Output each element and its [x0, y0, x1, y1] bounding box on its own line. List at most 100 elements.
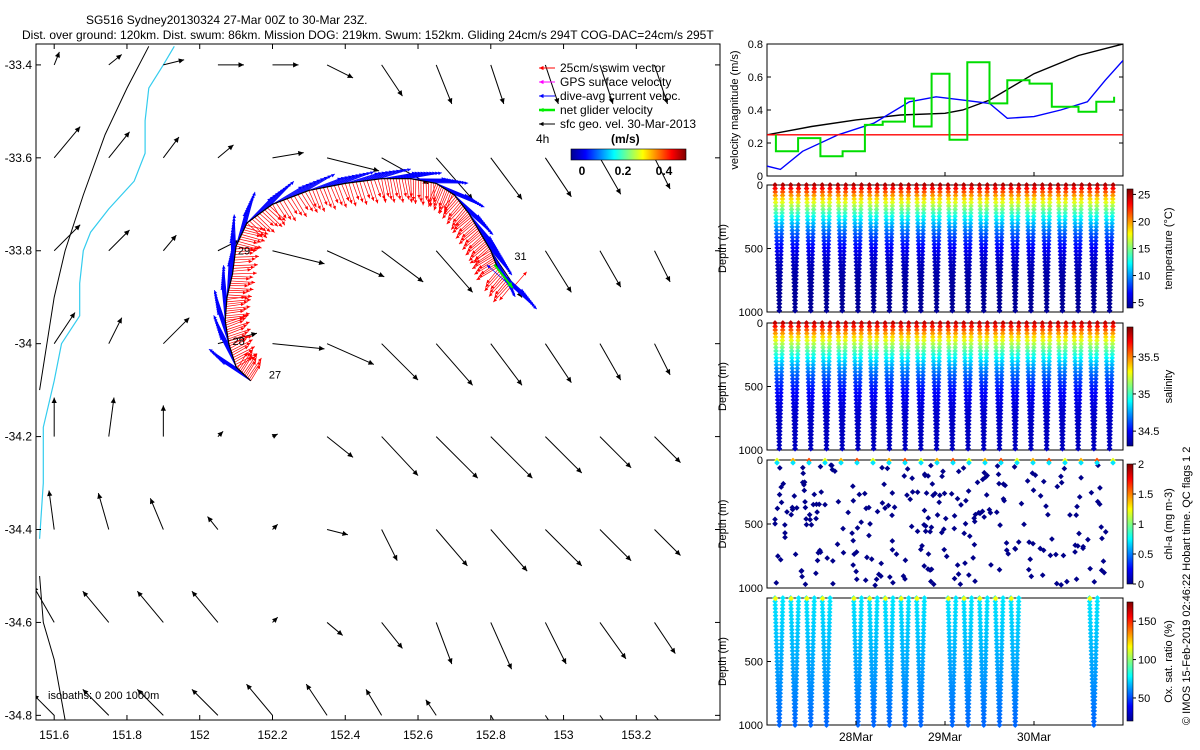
swim-vector-arrow	[225, 312, 250, 317]
swim-vector-arrow	[233, 265, 255, 270]
surface-velocity-arrow	[599, 622, 627, 660]
swim-vector-arrow	[226, 295, 246, 300]
y-tick-label: -33.8	[5, 244, 33, 258]
current-vector-arrow	[431, 180, 466, 185]
salinity-axes-frame	[766, 322, 1124, 451]
swim-vector-arrow	[259, 213, 274, 227]
data-point	[779, 217, 785, 223]
legend-marker	[539, 65, 555, 71]
surface-velocity-arrow	[272, 62, 299, 68]
data-point	[778, 234, 785, 241]
swim-vector-arrow	[474, 261, 496, 275]
surface-velocity-arrow	[217, 62, 244, 68]
velocity-series-line	[767, 44, 1123, 136]
swim-vector-arrow	[462, 233, 482, 250]
swim-vector-arrow	[473, 254, 493, 267]
surface-velocity-arrow	[162, 136, 180, 159]
swim-vector-arrow	[272, 204, 286, 226]
surface-velocity-arrow	[136, 689, 164, 716]
surface-velocity-arrow	[545, 436, 583, 474]
colorbar-tick-label: 0	[579, 164, 586, 178]
data-point	[779, 192, 786, 199]
data-point	[774, 238, 780, 244]
current-vector-arrow	[465, 209, 492, 234]
y-tick-label: 0	[757, 318, 763, 330]
current-vector-arrow	[213, 315, 230, 347]
y-tick-label: -33.4	[5, 58, 33, 72]
surface-velocity-arrow	[108, 229, 130, 252]
swim-vector-arrow	[455, 213, 470, 227]
surface-velocity-arrow	[326, 157, 380, 173]
swim-vector-arrow	[452, 217, 472, 234]
swim-vector-arrow	[469, 250, 491, 264]
swim-vector-arrow	[241, 234, 266, 242]
data-point	[795, 192, 802, 199]
swim-vector-arrow	[239, 238, 258, 245]
surface-velocity-arrow	[381, 529, 398, 561]
data-point	[774, 245, 780, 251]
chla-axes-frame	[766, 459, 1124, 589]
swim-vector-arrow	[390, 178, 396, 203]
swim-vector-arrow	[238, 241, 262, 249]
velocity-series-line	[774, 61, 1116, 158]
swim-vector-arrow	[363, 180, 371, 199]
swim-vector-arrow	[443, 196, 457, 212]
swim-vector-arrow	[451, 209, 467, 227]
surface-velocity-arrow	[51, 397, 57, 437]
swim-vector-arrow	[419, 180, 423, 202]
day-label: 31	[514, 251, 526, 263]
swim-vector-arrow	[229, 284, 249, 288]
swim-vector-arrow	[235, 356, 256, 368]
colorbar-tick-label: 0.4	[656, 164, 673, 178]
surface-velocity-arrow	[381, 343, 419, 381]
swim-vector-arrow	[460, 226, 477, 241]
surface-velocity-arrow	[490, 715, 495, 720]
swim-vector-arrow	[471, 241, 486, 255]
swim-vector-arrow	[476, 267, 498, 281]
map-panel: 151.6 151.8 152 152.2 152.4 152.6 152.8 153 153.…	[5, 43, 721, 742]
swim-vector-arrow	[245, 360, 257, 377]
swim-vector-arrow	[225, 317, 247, 326]
swim-vector-arrow	[381, 178, 387, 203]
y-tick-label: 0	[757, 455, 763, 467]
swim-vector-arrow	[248, 361, 262, 380]
swim-vector-arrow	[457, 220, 474, 236]
data-point	[788, 196, 795, 202]
swim-vector-arrow	[237, 243, 258, 250]
oxygen-axes-frame	[766, 597, 1124, 726]
data-point	[774, 259, 781, 265]
coastline-isobath-0	[39, 45, 175, 539]
velocity-ticks: 00.20.40.60.8	[748, 39, 1123, 183]
current-vector-arrow	[269, 181, 295, 207]
y-tick-label: -34.8	[5, 708, 33, 722]
surface-velocity-arrow	[82, 590, 110, 623]
swim-vector-arrow	[225, 307, 248, 312]
swim-vector-arrow	[262, 211, 279, 227]
colorbar-tick-label: 10	[1138, 271, 1150, 283]
current-vector-arrow	[341, 171, 375, 185]
surface-velocity-arrow	[326, 622, 343, 636]
data-point	[774, 262, 781, 269]
swim-vector-arrow	[323, 187, 332, 208]
swim-vector-arrow	[225, 316, 244, 321]
surface-velocity-arrow	[272, 250, 325, 265]
surface-velocity-arrow	[108, 397, 116, 437]
swim-vector-arrow	[240, 352, 253, 372]
surface-velocity-arrow	[654, 250, 671, 283]
data-point	[778, 227, 785, 234]
y-tick-label: 0.2	[748, 138, 763, 150]
swim-vector-arrow	[344, 183, 353, 204]
swim-vector-arrow	[226, 324, 248, 333]
data-point	[776, 307, 783, 314]
swim-vector-arrow	[234, 251, 254, 255]
swim-vector-arrow	[337, 184, 347, 208]
colorbar-tick-label: 2	[1138, 459, 1144, 471]
swim-vector-arrow	[245, 224, 264, 231]
temperature-colorbar-label: temperature (°C)	[1163, 207, 1175, 289]
map-ticks: 151.6 151.8 152 152.2 152.4 152.6 152.8 153 153.…	[5, 44, 720, 742]
surface-velocity-arrow	[97, 492, 110, 530]
swim-vector-arrow	[478, 265, 497, 278]
swim-vector-arrow	[421, 181, 425, 206]
swim-vector-arrow	[267, 207, 282, 221]
surface-velocity-arrow	[599, 343, 622, 381]
